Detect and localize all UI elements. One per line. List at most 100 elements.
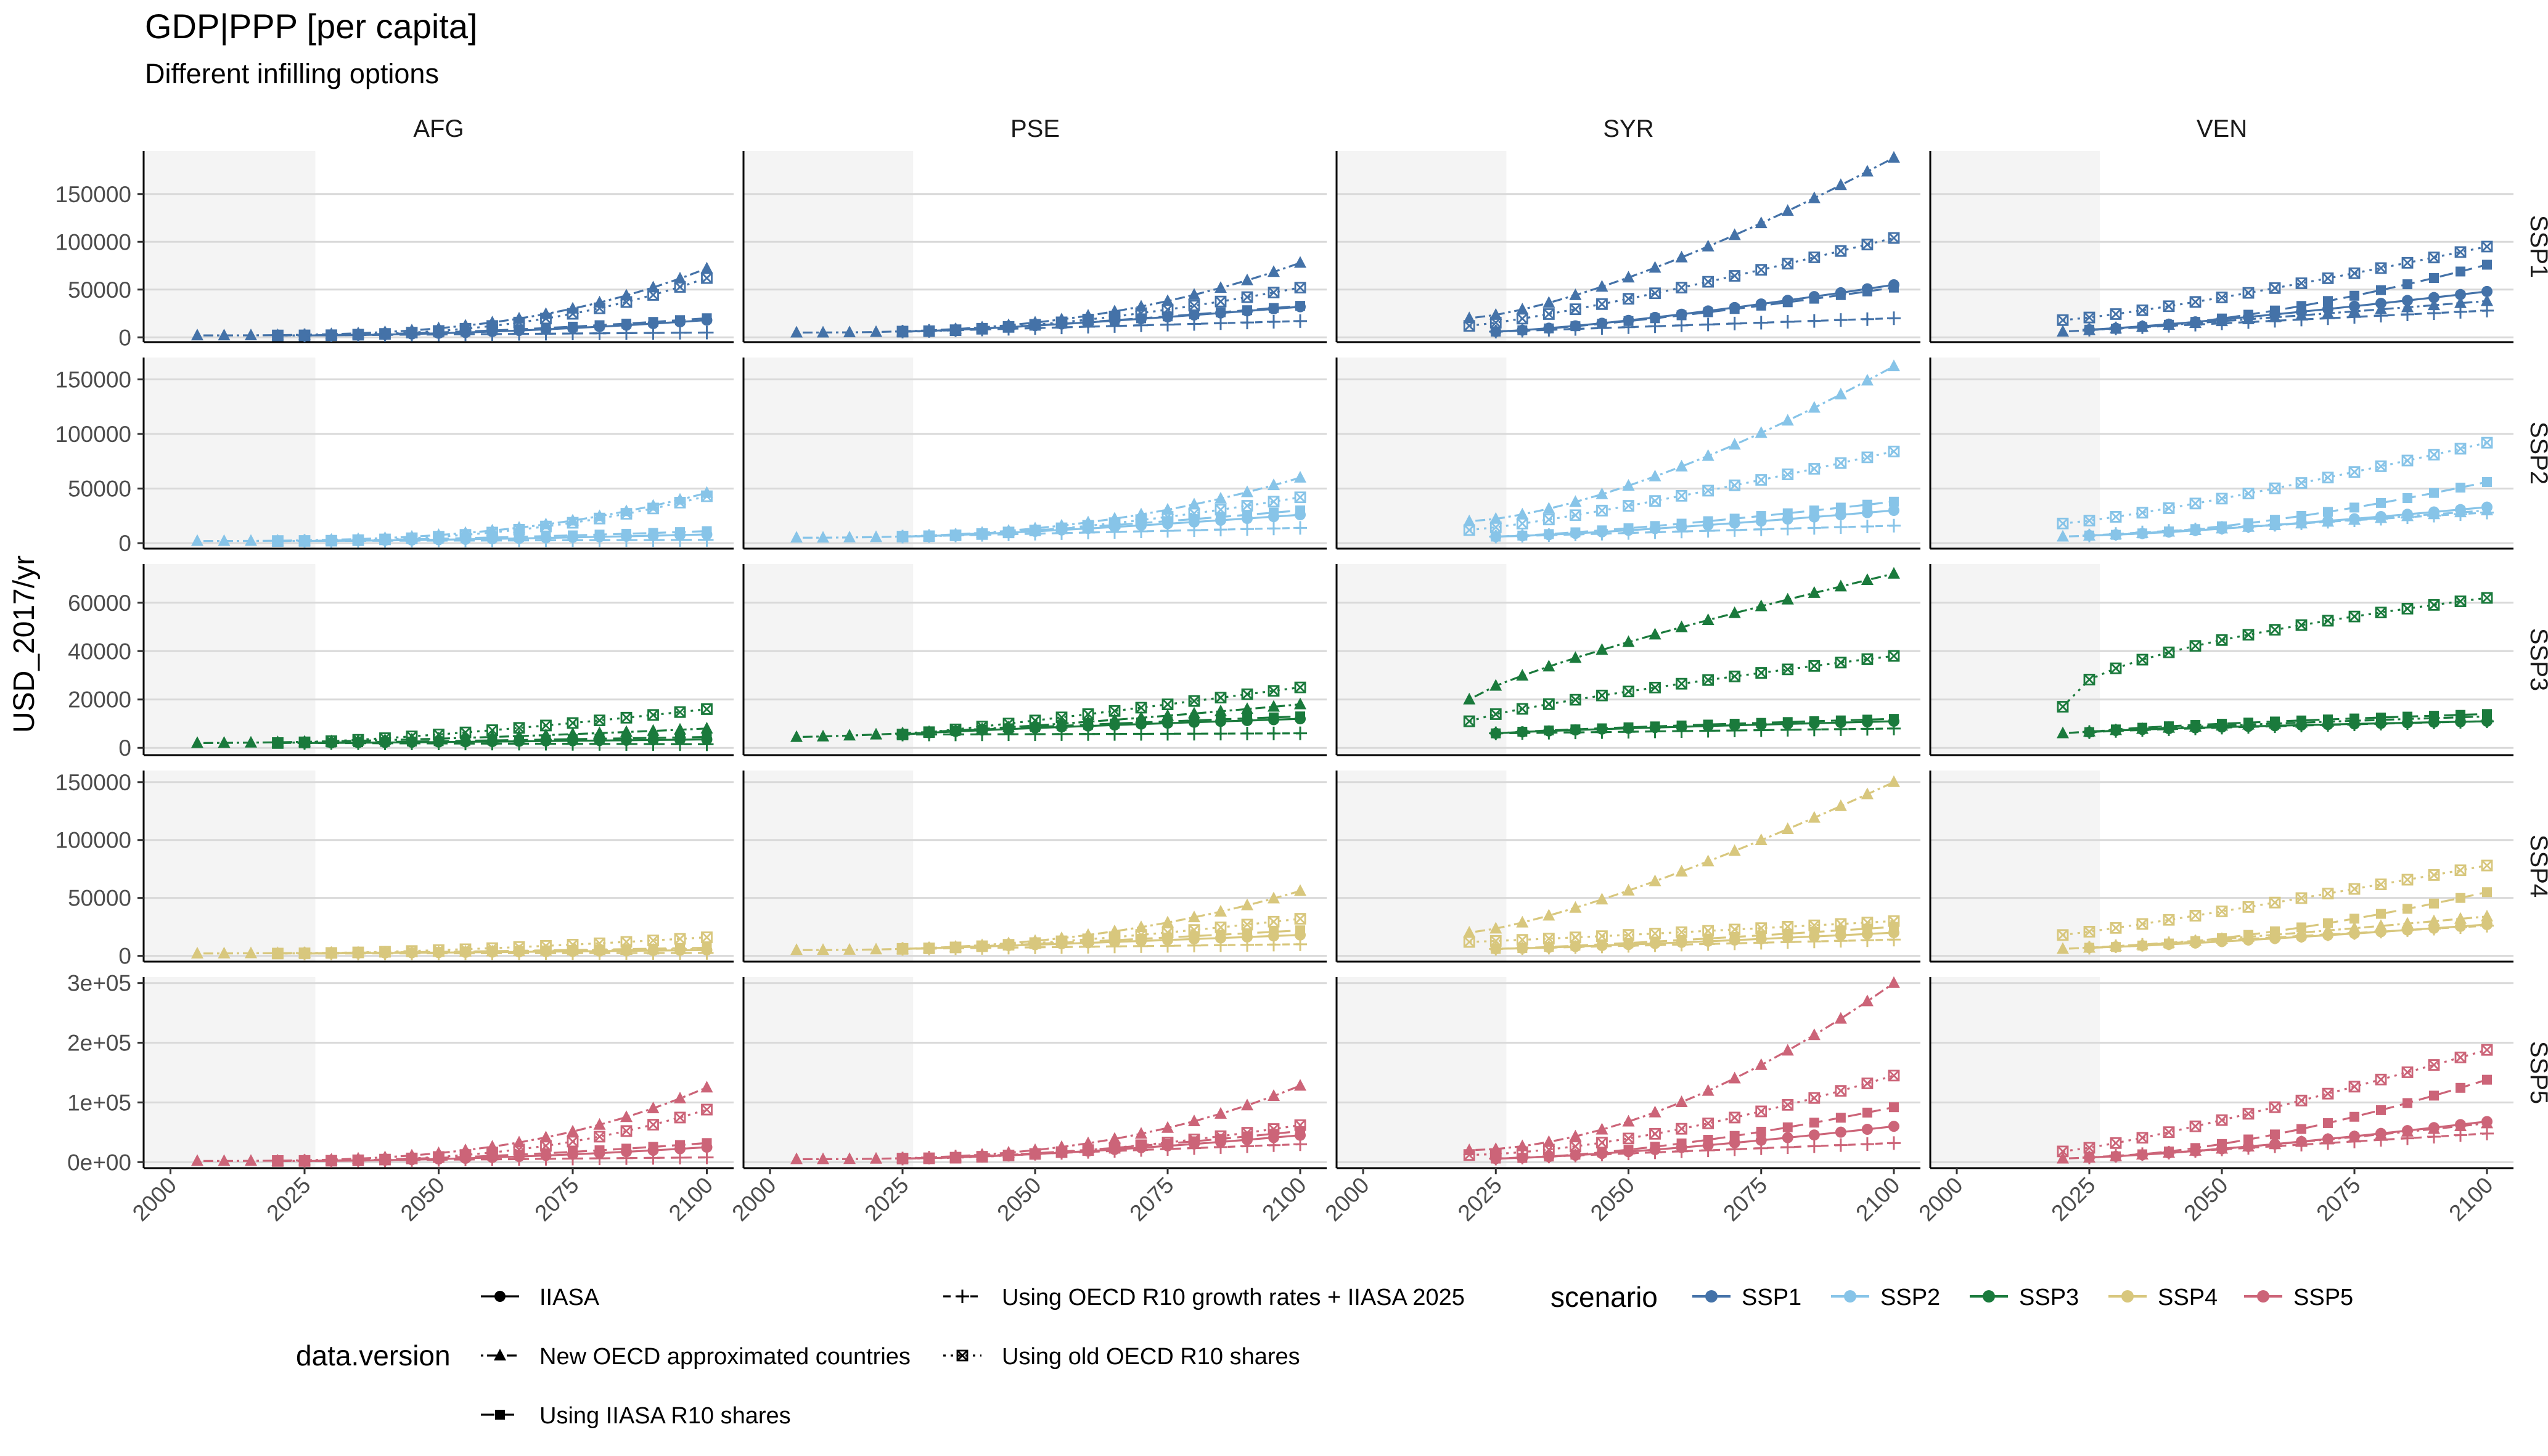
- series-square: [1491, 714, 1899, 738]
- data-point-boxx: [594, 714, 605, 727]
- data-point-boxx: [486, 526, 498, 539]
- series-line: [1496, 317, 1895, 333]
- facet-label-pse: PSE: [1010, 115, 1060, 142]
- shaded-region: [1337, 977, 1507, 1168]
- series-plus: [2083, 505, 2494, 542]
- y-tick-label: 100000: [55, 828, 131, 853]
- shaded-region: [144, 564, 316, 755]
- data-point-plus: [539, 1151, 553, 1166]
- data-point-boxx: [2242, 901, 2255, 913]
- data-point-boxx: [976, 528, 988, 540]
- panel-syr-ssp1: [1335, 150, 1920, 343]
- data-point-boxx: [352, 946, 364, 959]
- data-point-boxx: [923, 1152, 935, 1164]
- data-point-boxx: [923, 726, 935, 738]
- data-point-circle: [1888, 1121, 1899, 1132]
- data-point-triangle: [1622, 1114, 1635, 1127]
- data-point-triangle: [1834, 1012, 1847, 1024]
- data-point-plus: [1701, 937, 1715, 951]
- data-point-plus: [1754, 936, 1768, 950]
- data-point-plus: [1780, 722, 1795, 737]
- data-point-boxx: [2269, 624, 2281, 636]
- series-line: [304, 738, 707, 744]
- data-point-triangle: [245, 946, 257, 959]
- data-point-plus: [1754, 522, 1768, 536]
- data-point-boxx: [2401, 1066, 2414, 1078]
- data-point-triangle: [647, 1102, 660, 1114]
- data-point-plus: [2189, 721, 2202, 735]
- data-point-boxx: [2083, 311, 2095, 324]
- data-point-boxx: [674, 281, 686, 293]
- data-point-square: [2456, 266, 2465, 277]
- data-point-boxx: [1729, 670, 1741, 682]
- y-tick-label: 50000: [68, 886, 131, 911]
- data-point-triangle: [1294, 470, 1306, 483]
- data-point-square: [568, 321, 578, 332]
- series-line: [2089, 1079, 2488, 1159]
- data-point-plus: [512, 327, 526, 341]
- data-point-plus: [1187, 523, 1201, 538]
- data-point-square: [1809, 716, 1819, 726]
- data-point-boxx: [433, 729, 444, 740]
- data-point-plus: [1674, 724, 1689, 738]
- facet-label-syr: SYR: [1603, 115, 1653, 142]
- data-point-plus: [1807, 935, 1821, 949]
- legend-item-ssp5: SSP5: [2244, 1285, 2353, 1311]
- data-point-plus: [1727, 523, 1742, 537]
- data-point-boxx: [2136, 918, 2149, 930]
- data-point-plus: [1780, 1140, 1795, 1155]
- data-point-plus: [1860, 722, 1874, 736]
- data-point-plus: [1701, 524, 1715, 538]
- data-point-triangle: [1808, 191, 1821, 203]
- data-point-plus: [1240, 938, 1254, 952]
- data-point-plus: [2427, 509, 2441, 523]
- shaded-region: [744, 771, 914, 962]
- series-boxx: [272, 272, 713, 342]
- data-point-square: [2296, 301, 2306, 311]
- data-point-square: [1782, 717, 1793, 727]
- data-point-circle: [2402, 295, 2413, 306]
- data-point-square: [2376, 909, 2386, 919]
- data-point-boxx: [2481, 1044, 2493, 1056]
- data-point-boxx: [1082, 933, 1094, 946]
- data-point-boxx: [620, 296, 633, 308]
- data-point-plus: [1161, 317, 1174, 332]
- shaded-region: [144, 358, 316, 549]
- data-point-boxx: [949, 723, 962, 735]
- series-line: [902, 509, 1301, 538]
- data-point-triangle: [1241, 702, 1253, 714]
- data-point-boxx: [567, 308, 579, 320]
- panel-ven-ssp1: [1929, 151, 2513, 343]
- data-point-plus: [1187, 317, 1201, 331]
- data-point-plus: [1002, 727, 1015, 742]
- data-point-boxx: [2295, 892, 2308, 904]
- data-point-boxx: [1489, 708, 1502, 720]
- data-point-boxx: [620, 711, 633, 724]
- data-point-triangle: [1241, 273, 1253, 285]
- y-tick-label: 50000: [68, 277, 131, 303]
- data-point-plus: [2374, 512, 2388, 526]
- data-point-boxx: [1055, 711, 1068, 724]
- data-point-boxx: [2216, 634, 2228, 646]
- data-point-boxx: [1702, 1117, 1714, 1129]
- data-point-plus: [512, 946, 526, 960]
- data-point-boxx: [1861, 653, 1874, 665]
- data-point-boxx: [2110, 511, 2122, 523]
- data-point-square: [1242, 305, 1252, 316]
- data-point-triangle: [843, 530, 856, 542]
- data-point-square: [1835, 1113, 1846, 1123]
- data-point-boxx: [2110, 308, 2122, 320]
- data-point-boxx: [2295, 1094, 2308, 1106]
- data-point-boxx: [1596, 1137, 1608, 1149]
- data-point-plus: [2083, 528, 2096, 542]
- data-point-plus: [566, 946, 580, 960]
- data-point-boxx: [2428, 869, 2440, 881]
- data-point-boxx: [1161, 303, 1174, 316]
- data-point-triangle: [1861, 573, 1874, 585]
- data-point-square: [2456, 893, 2465, 903]
- data-point-plus: [975, 727, 989, 742]
- legend-item-ssp1: SSP1: [1692, 1285, 1801, 1311]
- data-point-plus: [2401, 716, 2414, 730]
- shaded-region: [1930, 358, 2100, 549]
- legend-label: SSP5: [2293, 1285, 2353, 1311]
